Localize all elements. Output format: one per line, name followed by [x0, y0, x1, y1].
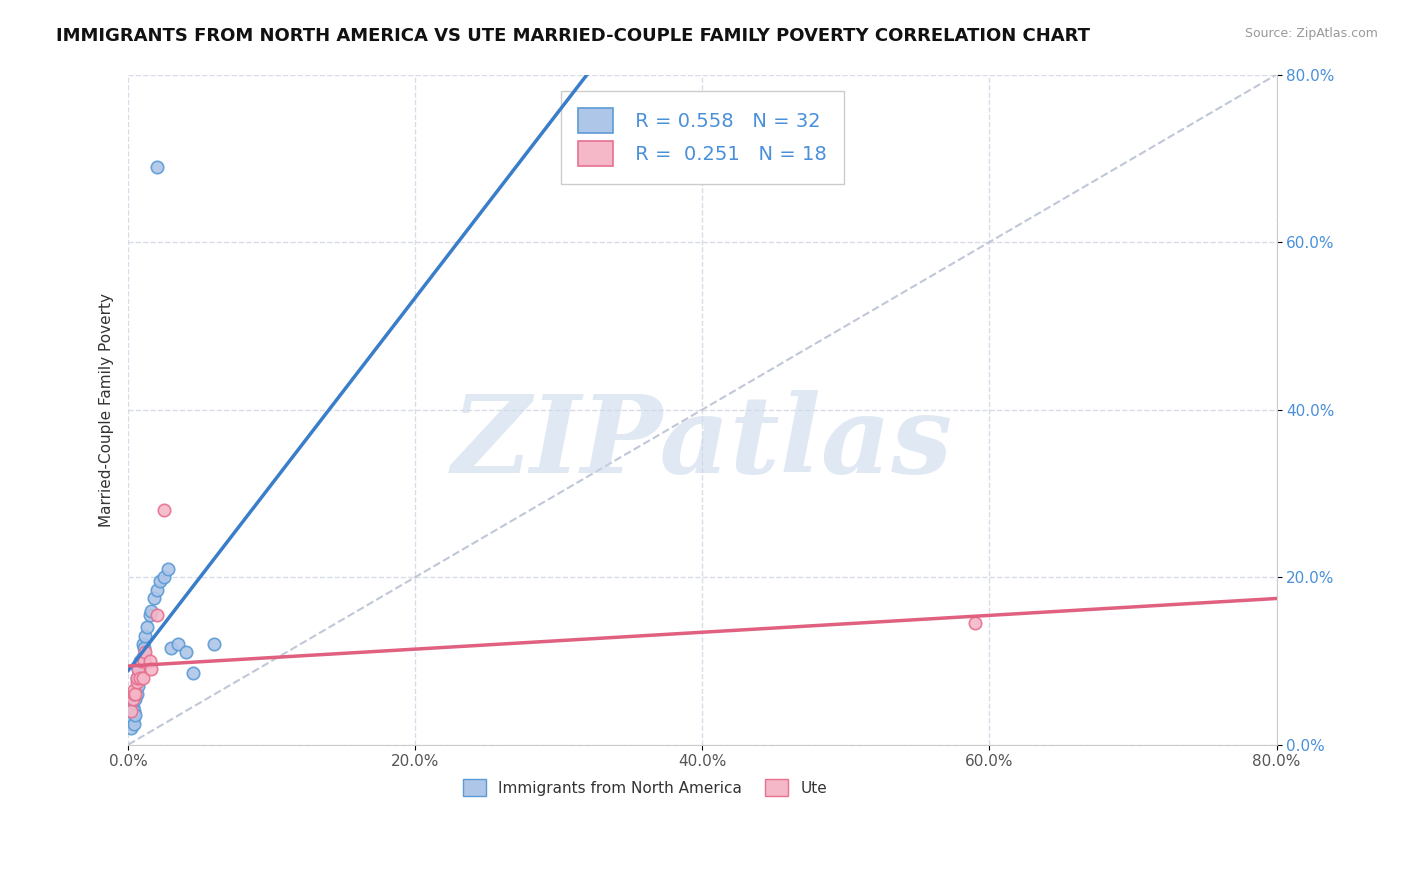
Point [127, 662, 149, 676]
Point [143, 591, 166, 605]
Point [127, 662, 149, 676]
Point [157, 562, 180, 576]
Point [181, 666, 204, 681]
Point [124, 687, 146, 701]
Point [124, 708, 146, 723]
Point [121, 699, 143, 714]
Point [120, 704, 142, 718]
Point [129, 658, 152, 673]
Point [131, 649, 153, 664]
Point [167, 637, 190, 651]
Point [128, 654, 150, 668]
Point [125, 687, 148, 701]
Point [125, 671, 148, 685]
Text: ZIPatlas: ZIPatlas [451, 390, 953, 496]
Point [122, 683, 145, 698]
Point [132, 654, 155, 668]
Point [965, 616, 987, 631]
Point [127, 679, 149, 693]
Point [132, 641, 155, 656]
Point [121, 691, 143, 706]
Point [153, 503, 176, 517]
Point [146, 607, 169, 622]
Point [141, 604, 163, 618]
Point [202, 637, 225, 651]
Point [120, 721, 142, 735]
Point [160, 641, 183, 656]
Point [146, 160, 169, 174]
Point [131, 671, 153, 685]
Point [121, 713, 143, 727]
Point [128, 666, 150, 681]
Point [125, 671, 148, 685]
Point [131, 637, 153, 651]
Point [174, 645, 197, 659]
Point [141, 662, 163, 676]
Point [146, 582, 169, 597]
Text: Source: ZipAtlas.com: Source: ZipAtlas.com [1244, 27, 1378, 40]
Point [122, 687, 145, 701]
Point [149, 574, 172, 589]
Point [128, 671, 150, 685]
Point [153, 570, 176, 584]
Point [139, 654, 162, 668]
Point [124, 691, 146, 706]
Point [125, 674, 148, 689]
Legend: Immigrants from North America, Ute: Immigrants from North America, Ute [456, 771, 835, 804]
Point [135, 620, 157, 634]
Y-axis label: Married-Couple Family Poverty: Married-Couple Family Poverty [100, 293, 114, 526]
Point [134, 629, 156, 643]
Point [129, 654, 152, 668]
Text: IMMIGRANTS FROM NORTH AMERICA VS UTE MARRIED-COUPLE FAMILY POVERTY CORRELATION C: IMMIGRANTS FROM NORTH AMERICA VS UTE MAR… [56, 27, 1090, 45]
Point [134, 645, 156, 659]
Point [122, 716, 145, 731]
Point [122, 704, 145, 718]
Point [139, 607, 162, 622]
